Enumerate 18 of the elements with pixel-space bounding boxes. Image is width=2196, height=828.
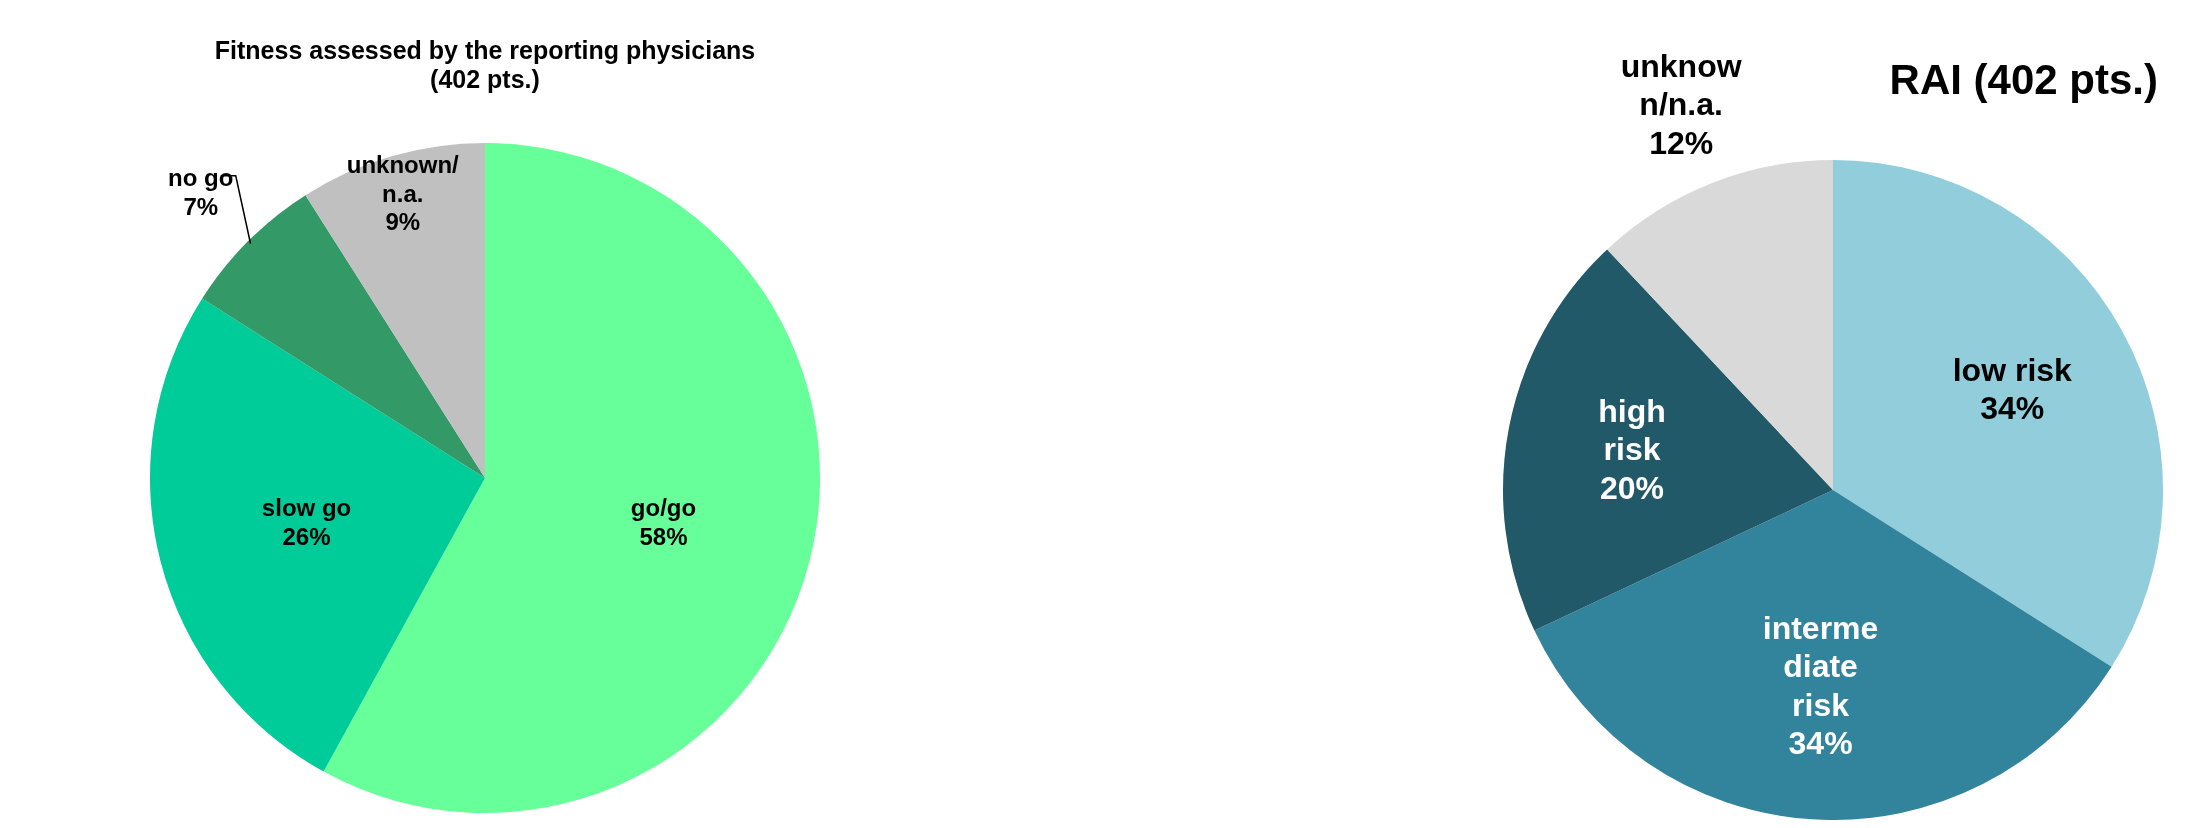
slice-label: slow go — [261, 494, 352, 522]
slice-label: unknow n/n.a. — [1620, 47, 1742, 123]
slice-label: no go — [168, 163, 234, 191]
data-label: 7% — [183, 192, 219, 220]
data-label: 34% — [1980, 390, 2045, 427]
slice-label: low risk — [1952, 352, 2073, 389]
slice-label: high risk — [1598, 393, 1666, 468]
slice-label: interme diate risk — [1762, 609, 1879, 723]
data-label: 20% — [1600, 469, 1665, 506]
chart-title: Fitness assessed by the reporting physicians (402 pts.) — [213, 36, 757, 94]
data-label: 12% — [1649, 124, 1714, 161]
data-label: 26% — [282, 522, 331, 550]
chart-title: RAI (402 pts.) — [1889, 56, 2158, 103]
data-label: 58% — [639, 522, 688, 550]
slice-label: unknown/ n.a. — [346, 150, 460, 207]
data-label: 34% — [1788, 725, 1853, 762]
data-label: 9% — [385, 208, 421, 236]
slice-label: go/go — [630, 494, 697, 522]
